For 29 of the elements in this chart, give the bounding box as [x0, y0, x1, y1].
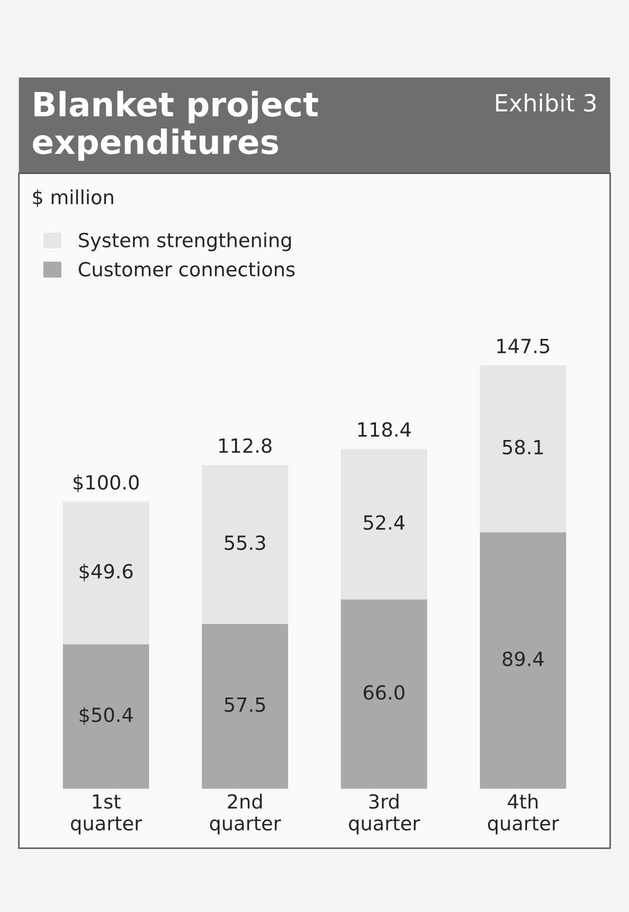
chart-subtitle: Exhibit 3 [496, 93, 596, 112]
data-label: $49.6 [80, 564, 133, 582]
data-label: 89.4 [502, 651, 544, 666]
x-tick-label: 2nd quarter [210, 794, 282, 834]
total-label: 147.5 [497, 338, 550, 354]
data-label: $50.4 [80, 707, 133, 725]
text: $ million [33, 189, 114, 208]
bar [62, 502, 150, 644]
bar [480, 365, 566, 532]
data-label: 58.1 [502, 440, 543, 454]
bar [202, 465, 288, 624]
bar [202, 624, 288, 789]
chart-title: Blanket project expenditures [32, 90, 318, 161]
data-label: 57.5 [224, 698, 265, 712]
x-tick-label: 4th quarter [488, 794, 560, 834]
x-tick-label: 3rd quarter [348, 794, 420, 834]
bar [340, 448, 428, 600]
bar [62, 644, 150, 789]
legend-label: Customer connections [78, 262, 295, 277]
total-label: $100.0 [74, 474, 139, 492]
legend-label: System strengthening [78, 232, 291, 252]
data-label: 55.3 [224, 535, 266, 550]
total-label: 118.4 [358, 422, 411, 437]
x-tick-label: 1st quarter [70, 794, 142, 834]
total-label: 112.8 [219, 438, 272, 453]
bar [340, 599, 428, 789]
data-label: 66.0 [364, 685, 404, 700]
data-label: 52.4 [364, 515, 405, 530]
bar [480, 532, 566, 789]
